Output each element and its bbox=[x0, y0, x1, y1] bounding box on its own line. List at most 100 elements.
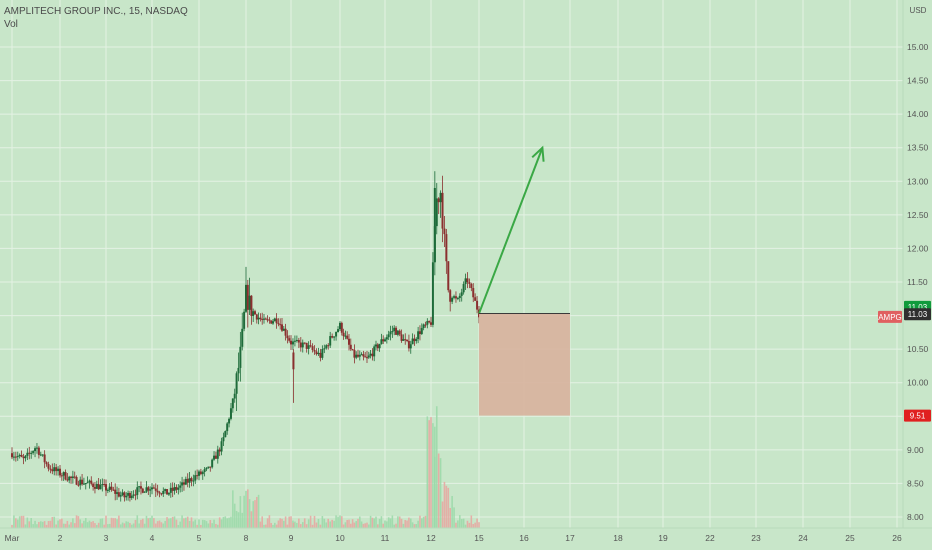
volume-bar bbox=[96, 524, 98, 528]
candle-body bbox=[45, 462, 48, 465]
symbol-title[interactable]: AMPLITECH GROUP INC., 15, NASDAQ bbox=[4, 6, 188, 17]
candle-body bbox=[443, 228, 446, 235]
volume-bar bbox=[261, 516, 263, 528]
candle-body bbox=[81, 479, 84, 485]
volume-bar bbox=[404, 519, 407, 528]
candle-body bbox=[445, 234, 448, 262]
candle-body bbox=[430, 322, 432, 325]
volume-bar bbox=[339, 515, 341, 528]
time-tick-label: 18 bbox=[613, 533, 623, 543]
price-tick-label: 10.00 bbox=[907, 378, 929, 388]
volume-bar bbox=[84, 517, 87, 528]
volume-bar bbox=[121, 522, 124, 528]
volume-indicator-label[interactable]: Vol bbox=[4, 19, 18, 30]
candle-body bbox=[218, 449, 221, 452]
candle-body bbox=[57, 468, 60, 472]
candle-body bbox=[364, 356, 367, 358]
volume-bar bbox=[72, 518, 74, 528]
volume-bar bbox=[398, 516, 401, 528]
candle-body bbox=[447, 261, 450, 291]
candle-body bbox=[108, 486, 111, 490]
candle-body bbox=[323, 348, 326, 350]
volume-bar bbox=[45, 524, 48, 528]
candle-body bbox=[231, 398, 234, 409]
volume-bar bbox=[230, 516, 232, 528]
candle-body bbox=[39, 454, 42, 456]
candle-body bbox=[456, 298, 459, 300]
candle-body bbox=[138, 486, 141, 488]
candle-body bbox=[415, 339, 418, 342]
candle-body bbox=[270, 320, 273, 324]
candle-body bbox=[24, 455, 27, 459]
candle-body bbox=[66, 479, 69, 481]
volume-bar bbox=[228, 517, 230, 528]
volume-bar bbox=[75, 515, 78, 528]
volume-bar bbox=[360, 521, 363, 528]
volume-bar bbox=[97, 522, 100, 528]
time-tick-label: 22 bbox=[705, 533, 715, 543]
price-tick-label: 8.50 bbox=[907, 478, 924, 488]
time-tick-label: 8 bbox=[244, 533, 249, 543]
candle-body bbox=[261, 318, 264, 320]
candle-body bbox=[292, 352, 295, 370]
volume-bar bbox=[13, 515, 15, 528]
candle-body bbox=[82, 483, 85, 485]
volume-bar bbox=[55, 524, 57, 528]
candle-body bbox=[62, 472, 65, 476]
candle-body bbox=[214, 455, 217, 459]
candle-body bbox=[73, 476, 76, 478]
candle-body bbox=[305, 342, 308, 349]
candle-body bbox=[437, 198, 440, 203]
volume-bar bbox=[138, 523, 140, 528]
candle-body bbox=[28, 452, 31, 454]
candle-body bbox=[342, 332, 345, 337]
volume-bar bbox=[305, 524, 308, 528]
volume-bar bbox=[49, 520, 52, 528]
candle-body bbox=[119, 495, 122, 497]
volume-bar bbox=[274, 522, 276, 528]
volume-bar bbox=[301, 522, 304, 528]
volume-bar bbox=[402, 523, 405, 528]
candle-body bbox=[407, 341, 410, 349]
candle-body bbox=[75, 477, 78, 485]
candle-body bbox=[95, 483, 98, 489]
candle-body bbox=[264, 318, 267, 320]
candle-body bbox=[248, 295, 251, 310]
volume-bar bbox=[422, 516, 425, 528]
volume-bar bbox=[460, 519, 463, 528]
candle-body bbox=[64, 472, 67, 480]
volume-bar bbox=[175, 519, 178, 528]
candle-body bbox=[228, 418, 231, 424]
candle-body bbox=[337, 329, 340, 333]
candle-body bbox=[49, 468, 52, 470]
time-tick-label: 12 bbox=[426, 533, 436, 543]
volume-bar bbox=[164, 520, 166, 528]
candle-body bbox=[32, 451, 35, 453]
volume-bar bbox=[457, 520, 459, 528]
candle-body bbox=[344, 335, 347, 337]
volume-bar bbox=[16, 519, 19, 528]
candle-body bbox=[184, 478, 187, 485]
candle-body bbox=[380, 339, 383, 345]
candle-body bbox=[281, 324, 283, 331]
candle-body bbox=[400, 334, 403, 341]
candle-body bbox=[451, 297, 454, 302]
candle-body bbox=[203, 469, 206, 472]
volume-bar bbox=[61, 518, 63, 528]
candle-body bbox=[301, 342, 304, 348]
volume-bar bbox=[190, 517, 193, 528]
volume-bar bbox=[20, 515, 23, 528]
candle-body bbox=[199, 471, 202, 475]
volume-bar bbox=[426, 416, 429, 528]
volume-bar bbox=[103, 524, 105, 528]
candle-body bbox=[12, 456, 15, 458]
volume-bar bbox=[294, 521, 296, 528]
candle-body bbox=[77, 484, 80, 486]
volume-bar bbox=[34, 520, 36, 528]
candle-body bbox=[26, 452, 29, 456]
candle-body bbox=[428, 321, 431, 323]
candle-body bbox=[181, 482, 184, 486]
